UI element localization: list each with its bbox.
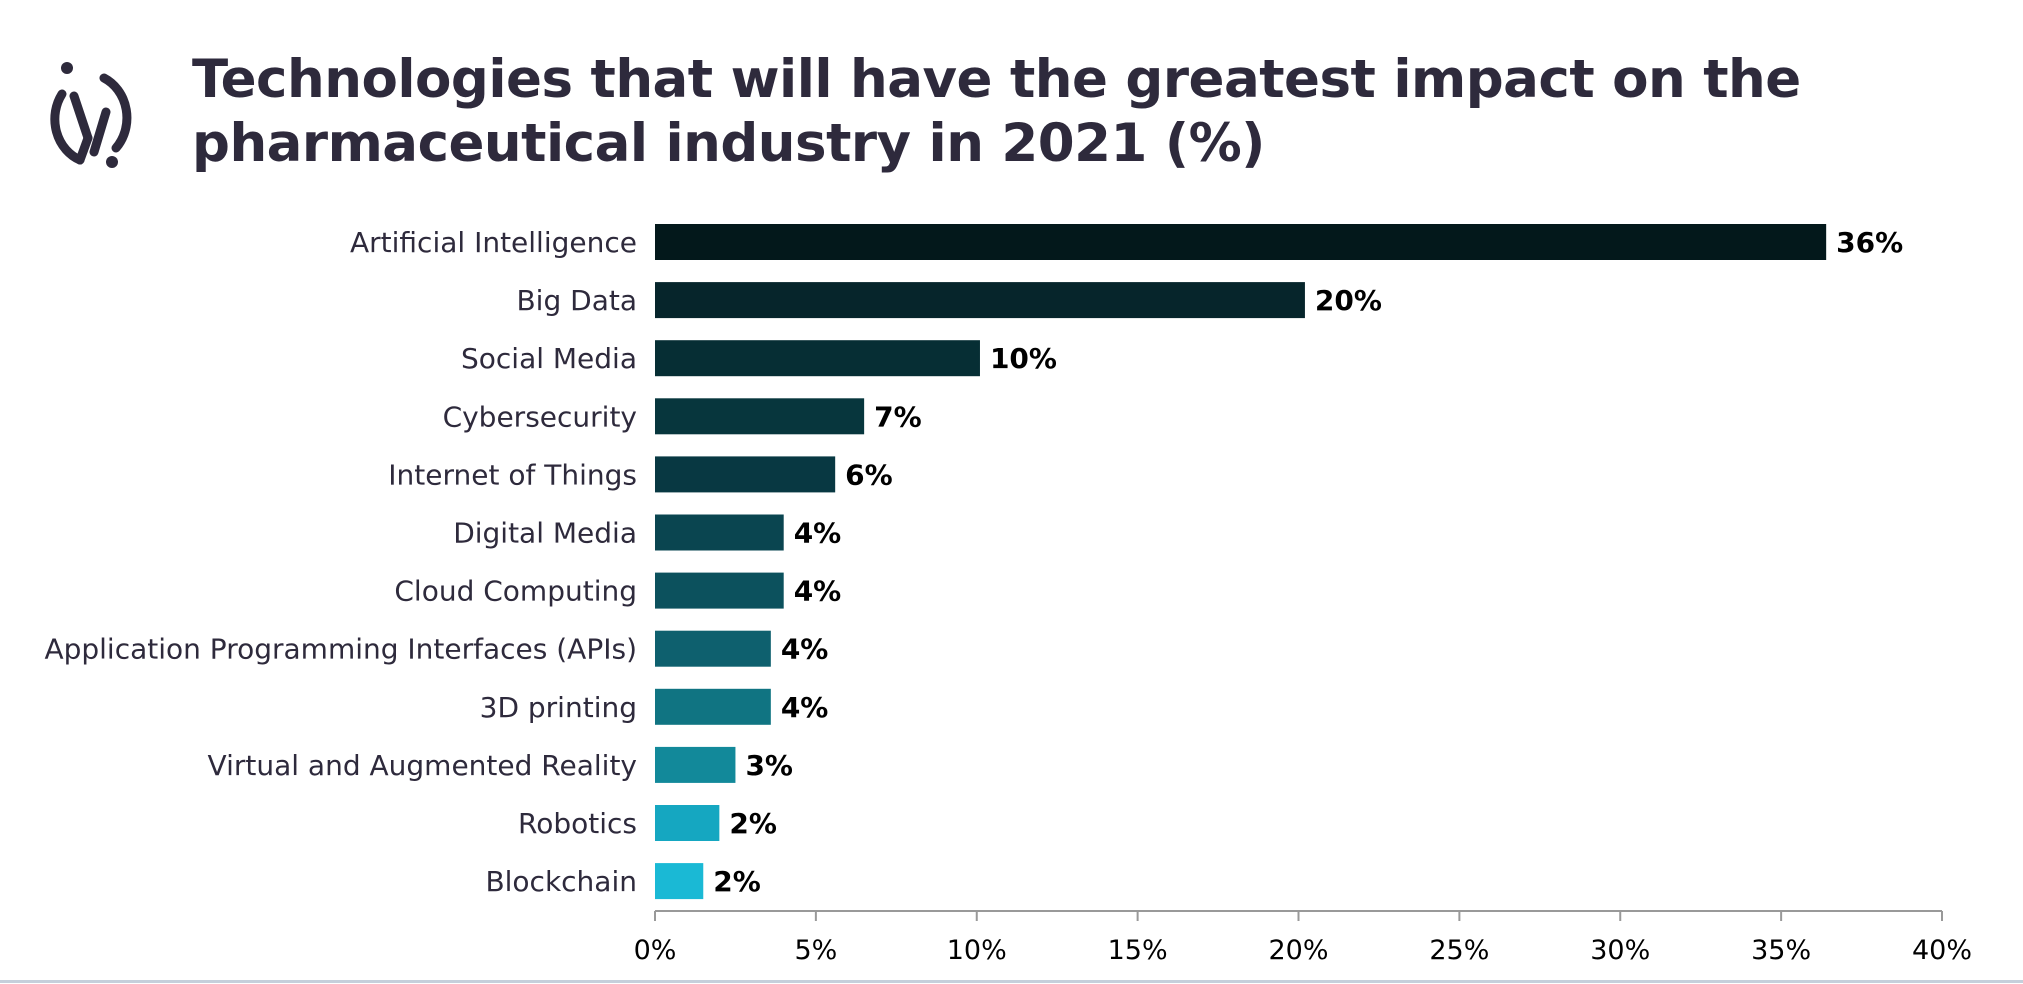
category-label: Application Programming Interfaces (APIs…: [44, 633, 637, 666]
x-tick-label: 15%: [1108, 935, 1168, 966]
x-tick-label: 10%: [947, 935, 1007, 966]
x-tick-label: 35%: [1751, 935, 1811, 966]
data-label: 36%: [1836, 226, 1903, 259]
category-label: Cybersecurity: [443, 400, 637, 433]
category-label: Virtual and Augmented Reality: [208, 749, 637, 782]
bar: [655, 805, 720, 841]
category-label: 3D printing: [480, 691, 637, 724]
category-label: Internet of Things: [388, 458, 637, 491]
chart-title: Technologies that will have the greatest…: [192, 48, 1801, 176]
x-tick-label: 20%: [1268, 935, 1328, 966]
data-label: 4%: [794, 575, 842, 608]
data-label: 3%: [745, 749, 793, 782]
data-label: 7%: [874, 400, 922, 433]
x-tick-label: 5%: [794, 935, 837, 966]
bar: [655, 746, 736, 783]
chart-title-line-2: pharmaceutical industry in 2021 (%): [192, 113, 1265, 174]
data-label: 2%: [713, 865, 761, 898]
data-label: 4%: [781, 633, 829, 666]
data-label: 20%: [1315, 284, 1382, 317]
data-label: 6%: [845, 458, 893, 491]
bottom-divider: [0, 980, 2023, 983]
bar: [655, 863, 704, 900]
chart-title-line-1: Technologies that will have the greatest…: [192, 49, 1801, 110]
category-label: Big Data: [516, 284, 637, 317]
category-label: Social Media: [461, 342, 637, 375]
bar: [655, 456, 836, 493]
bar: [655, 630, 771, 667]
x-tick-label: 25%: [1429, 935, 1489, 966]
category-label: Robotics: [518, 807, 637, 840]
data-label: 4%: [794, 517, 842, 550]
data-label: 2%: [729, 807, 777, 840]
bar: [655, 572, 784, 609]
bar: [655, 224, 1827, 260]
bar: [655, 282, 1305, 319]
x-tick-label: 40%: [1912, 935, 1972, 966]
data-label: 4%: [781, 691, 829, 724]
bar: [655, 398, 865, 435]
x-tick-label: 30%: [1590, 935, 1650, 966]
x-tick-label: 0%: [634, 935, 677, 966]
category-label: Cloud Computing: [394, 575, 637, 608]
category-label: Blockchain: [485, 865, 637, 898]
category-label: Artificial Intelligence: [350, 226, 637, 259]
bar: [655, 688, 771, 725]
bar: [655, 340, 980, 377]
data-label: 10%: [990, 342, 1057, 375]
brand-logo-icon: [50, 62, 132, 168]
category-label: Digital Media: [453, 517, 637, 550]
bar: [655, 514, 784, 551]
